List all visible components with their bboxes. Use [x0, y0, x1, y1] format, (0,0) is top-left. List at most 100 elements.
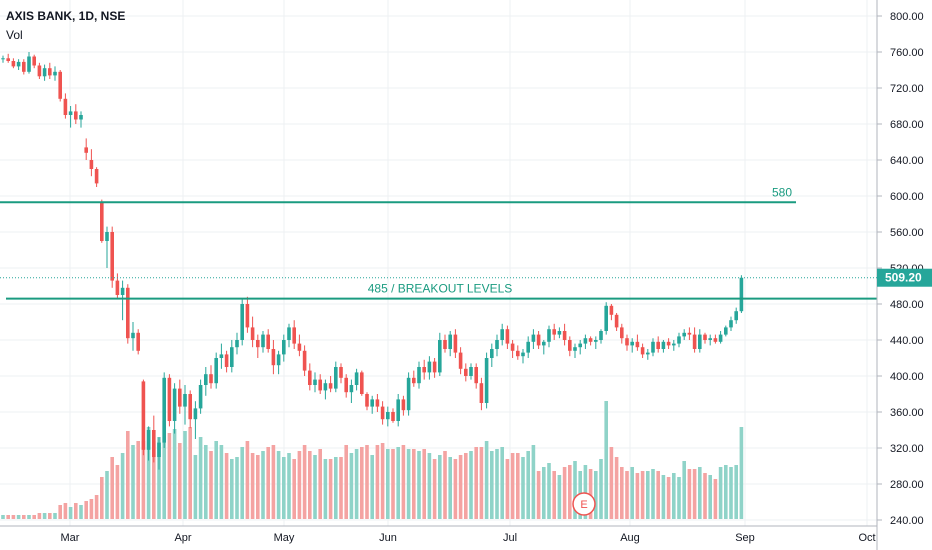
- volume-bar: [375, 445, 380, 519]
- volume-bar: [646, 471, 650, 519]
- candle-body: [334, 367, 338, 389]
- candle-body: [22, 61, 26, 72]
- volume-bar: [157, 437, 161, 519]
- volume-bar: [614, 457, 619, 519]
- candle-body: [604, 305, 608, 331]
- horizontal-levels[interactable]: 580 485 / BREAKOUT LEVELS: [0, 185, 877, 300]
- volume-bar: [365, 445, 369, 519]
- volume-bar: [640, 471, 645, 519]
- price-tick-label: 600.00: [890, 191, 924, 203]
- candle-body: [6, 58, 10, 61]
- volume-bar: [245, 441, 250, 519]
- candle-body: [313, 379, 317, 385]
- price-tick-label: 240.00: [890, 515, 924, 527]
- candle-body: [718, 334, 723, 342]
- candle-body: [328, 383, 333, 389]
- candle-body: [729, 320, 733, 328]
- candle-body: [94, 169, 99, 184]
- candle-body: [594, 340, 598, 342]
- volume-bar: [42, 513, 47, 519]
- candle-body: [141, 381, 146, 450]
- candle-body: [438, 340, 442, 373]
- volume-bar: [536, 471, 541, 519]
- volume-bar: [609, 447, 614, 519]
- candle-body: [625, 338, 629, 346]
- volume-bar: [22, 515, 26, 519]
- candle-body: [609, 305, 614, 315]
- candle-body: [583, 338, 588, 344]
- volume-bar: [677, 477, 681, 519]
- candle-body: [302, 350, 307, 371]
- candle-body: [1, 58, 5, 60]
- volume-bar: [469, 451, 473, 519]
- volume-bar: [328, 459, 333, 519]
- volume-bars: [1, 401, 744, 519]
- candle-body: [115, 280, 120, 295]
- volume-bar: [334, 457, 338, 519]
- candle-body: [287, 327, 291, 340]
- volume-bar: [458, 455, 463, 519]
- volume-bar: [510, 453, 515, 519]
- candle-body: [48, 68, 52, 76]
- price-tick-label: 760.00: [890, 47, 924, 59]
- volume-bar: [110, 457, 114, 519]
- volume-bar: [224, 453, 229, 519]
- time-tick-label: May: [274, 532, 295, 544]
- candle-body: [427, 361, 432, 373]
- volume-bar: [282, 457, 286, 519]
- candle-body: [510, 343, 515, 351]
- volume-bar: [568, 465, 572, 519]
- candle-body: [16, 61, 21, 67]
- volume-bar: [490, 451, 494, 519]
- volume-bar: [344, 445, 348, 519]
- candle-body: [282, 340, 286, 355]
- price-tick-label: 480.00: [890, 299, 924, 311]
- volume-bar: [432, 459, 437, 519]
- candle-body: [698, 334, 702, 349]
- time-axis[interactable]: Mar Apr May Jun Jul Aug Sep Oct: [0, 525, 877, 544]
- volume-bar: [656, 471, 660, 519]
- candle-body: [74, 111, 78, 120]
- candle-body: [224, 354, 229, 367]
- candle-body: [557, 331, 562, 335]
- candle-body: [448, 334, 452, 349]
- volume-bar: [583, 465, 588, 519]
- volume-bar: [698, 467, 702, 519]
- candle-body: [89, 160, 94, 169]
- candle-body: [500, 329, 504, 340]
- volume-bar: [105, 471, 109, 519]
- price-tick-label: 400.00: [890, 371, 924, 383]
- earnings-marker[interactable]: E: [572, 492, 596, 516]
- candle-body: [573, 347, 577, 351]
- candle-body: [656, 341, 660, 349]
- price-tick-label: 680.00: [890, 119, 924, 131]
- volume-bar: [120, 453, 125, 519]
- volume-bar: [526, 451, 530, 519]
- candle-body: [724, 327, 728, 335]
- candle-body: [11, 61, 16, 67]
- candle-body: [396, 399, 400, 421]
- candle-body: [386, 412, 390, 420]
- price-tick-label: 800.00: [890, 11, 924, 23]
- candle-body: [198, 385, 203, 409]
- volume-bar: [427, 453, 432, 519]
- volume-bar: [682, 461, 686, 519]
- candle-body: [484, 358, 489, 403]
- last-price-label: 509.20: [885, 271, 922, 285]
- volume-bar: [739, 427, 744, 519]
- candle-body: [131, 332, 135, 339]
- volume-bar: [734, 465, 738, 519]
- candle-body: [256, 340, 260, 348]
- candle-body: [58, 71, 62, 99]
- candle-body: [531, 334, 536, 342]
- volume-bar: [552, 471, 556, 519]
- candle-body: [308, 370, 312, 385]
- candle-body: [588, 338, 593, 342]
- candle-body: [620, 327, 624, 339]
- candle-body: [318, 379, 322, 391]
- price-candles: [1, 52, 744, 470]
- volume-bar: [271, 445, 276, 519]
- candle-body: [271, 349, 276, 366]
